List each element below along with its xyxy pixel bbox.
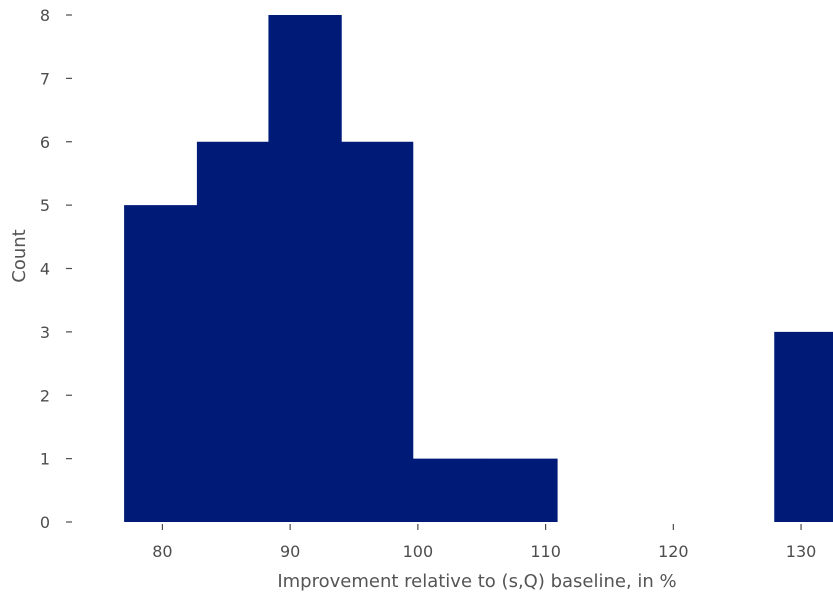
x-axis-label: Improvement relative to (s,Q) baseline, … [277, 571, 676, 592]
x-tick-label: 110 [530, 542, 561, 561]
histogram-bar-4 [412, 458, 487, 522]
histogram-bar-5 [485, 458, 558, 522]
y-tick-label: 8 [40, 6, 50, 25]
y-axis: 0 1 2 3 4 5 6 7 8 [40, 6, 72, 532]
y-axis-label: Count [9, 229, 30, 282]
histogram-bar-9 [774, 331, 833, 522]
x-axis: 80 90 100 110 120 130 [152, 524, 816, 561]
x-tick-label: 130 [786, 542, 817, 561]
y-tick-label: 6 [40, 133, 50, 152]
x-tick-label: 120 [658, 542, 689, 561]
y-tick-label: 4 [40, 260, 50, 279]
x-tick-label: 80 [152, 542, 172, 561]
x-tick-label: 100 [403, 542, 434, 561]
y-tick-label: 2 [40, 386, 50, 405]
y-tick-label: 3 [40, 323, 50, 342]
y-tick-label: 1 [40, 450, 50, 469]
y-tick-label: 7 [40, 69, 50, 88]
histogram-bar-0 [124, 205, 198, 522]
histogram-bar-2 [268, 15, 342, 522]
histogram-bar-1 [196, 141, 269, 522]
y-tick-label: 0 [40, 513, 50, 532]
x-tick-label: 90 [280, 542, 300, 561]
bars-group [124, 15, 833, 522]
y-tick-label: 5 [40, 196, 50, 215]
histogram-bar-3 [341, 141, 414, 522]
